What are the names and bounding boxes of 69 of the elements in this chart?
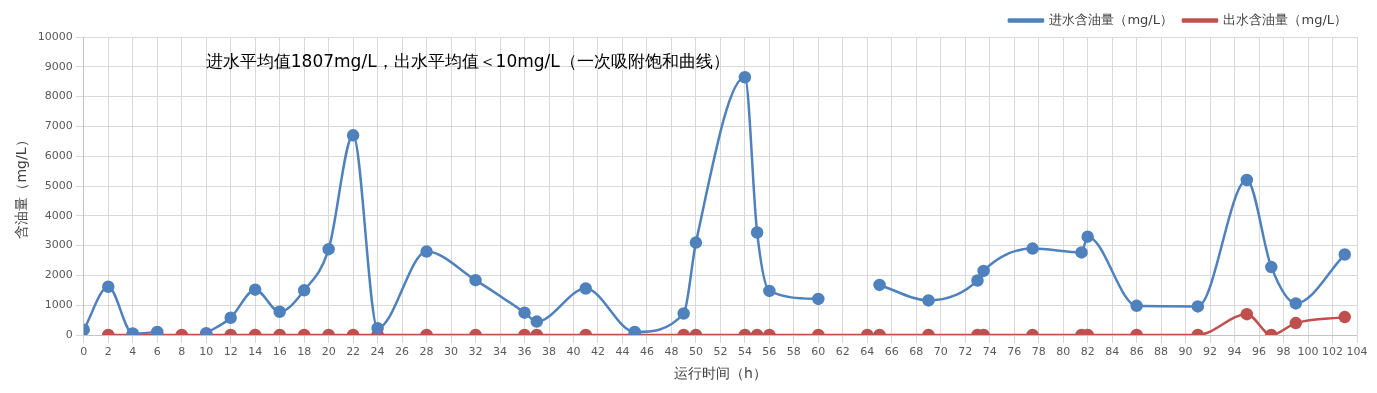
x-tick-label: 72 — [958, 345, 973, 359]
x-tick-label: 90 — [1178, 345, 1193, 359]
x-tick-label: 42 — [590, 345, 605, 359]
x-tick-label: 50 — [688, 345, 703, 359]
legend-label: 进水含油量（mg/L） — [1049, 11, 1173, 27]
x-tick-label: 78 — [1031, 345, 1046, 359]
x-tick-label: 70 — [933, 345, 948, 359]
legend-label: 出水含油量（mg/L） — [1223, 11, 1348, 27]
x-tick-label: 84 — [1105, 345, 1120, 359]
x-tick-label: 76 — [1007, 345, 1022, 359]
x-tick-label: 28 — [419, 345, 434, 359]
x-tick-label: 14 — [248, 345, 263, 359]
x-tick-label: 24 — [370, 345, 385, 359]
x-tick-label: 62 — [835, 345, 850, 359]
annotation: 进水平均值1807mg/L，出水平均值＜10mg/L（一次吸附饱和曲线） — [205, 51, 730, 72]
y-tick-label: 1000 — [44, 298, 73, 312]
x-tick-label: 22 — [346, 345, 361, 359]
x-axis-title: 运行时间（h） — [673, 365, 767, 382]
x-tick-label: 34 — [493, 345, 508, 359]
x-tick-label: 66 — [884, 345, 899, 359]
x-tick-label: 6 — [153, 345, 161, 359]
x-tick-label: 36 — [517, 345, 532, 359]
y-axis-title: 含油量（mg/L） — [13, 133, 30, 239]
x-tick-label: 96 — [1252, 345, 1267, 359]
y-tick-label: 5000 — [44, 178, 73, 192]
y-tick-label: 6000 — [44, 149, 73, 163]
x-tick-label: 40 — [566, 345, 581, 359]
x-tick-label: 98 — [1276, 345, 1291, 359]
x-tick-label: 10 — [199, 345, 214, 359]
y-tick-label: 10000 — [37, 29, 73, 43]
x-tick-label: 46 — [639, 345, 654, 359]
x-tick-label: 52 — [713, 345, 728, 359]
x-tick-label: 32 — [468, 345, 483, 359]
x-tick-label: 86 — [1129, 345, 1144, 359]
x-tick-label: 12 — [223, 345, 238, 359]
x-tick-label: 56 — [762, 345, 777, 359]
y-tick-label: 4000 — [44, 208, 73, 222]
y-tick-label: 2000 — [44, 268, 73, 282]
x-tick-label: 8 — [178, 345, 186, 359]
x-tick-label: 16 — [272, 345, 287, 359]
x-tick-label: 4 — [129, 345, 137, 359]
x-tick-label: 94 — [1227, 345, 1242, 359]
x-tick-label: 38 — [542, 345, 556, 359]
x-tick-label: 30 — [444, 345, 459, 359]
x-tick-label: 26 — [395, 345, 410, 359]
x-tick-label: 82 — [1080, 345, 1095, 359]
y-tick-label: 9000 — [44, 59, 73, 73]
x-tick-label: 80 — [1056, 345, 1071, 359]
x-tick-label: 20 — [321, 345, 336, 359]
x-tick-label: 102 — [1322, 345, 1344, 359]
y-tick-label: 0 — [65, 327, 73, 341]
y-tick-label: 8000 — [44, 89, 73, 103]
y-tick-label: 3000 — [44, 238, 73, 252]
x-tick-label: 74 — [982, 345, 997, 359]
x-tick-label: 58 — [786, 345, 801, 359]
x-tick-label: 54 — [737, 345, 752, 359]
x-tick-label: 92 — [1203, 345, 1218, 359]
x-tick-label: 64 — [860, 345, 875, 359]
x-tick-label: 44 — [615, 345, 630, 359]
x-tick-label: 104 — [1346, 345, 1368, 359]
x-tick-label: 48 — [664, 345, 679, 359]
x-tick-label: 88 — [1154, 345, 1169, 359]
x-tick-label: 60 — [811, 345, 826, 359]
x-tick-label: 18 — [297, 345, 312, 359]
y-tick-label: 7000 — [44, 119, 73, 133]
x-tick-label: 2 — [104, 345, 112, 359]
x-tick-label: 68 — [909, 345, 924, 359]
x-tick-label: 0 — [80, 345, 88, 359]
x-tick-label: 100 — [1297, 345, 1319, 359]
